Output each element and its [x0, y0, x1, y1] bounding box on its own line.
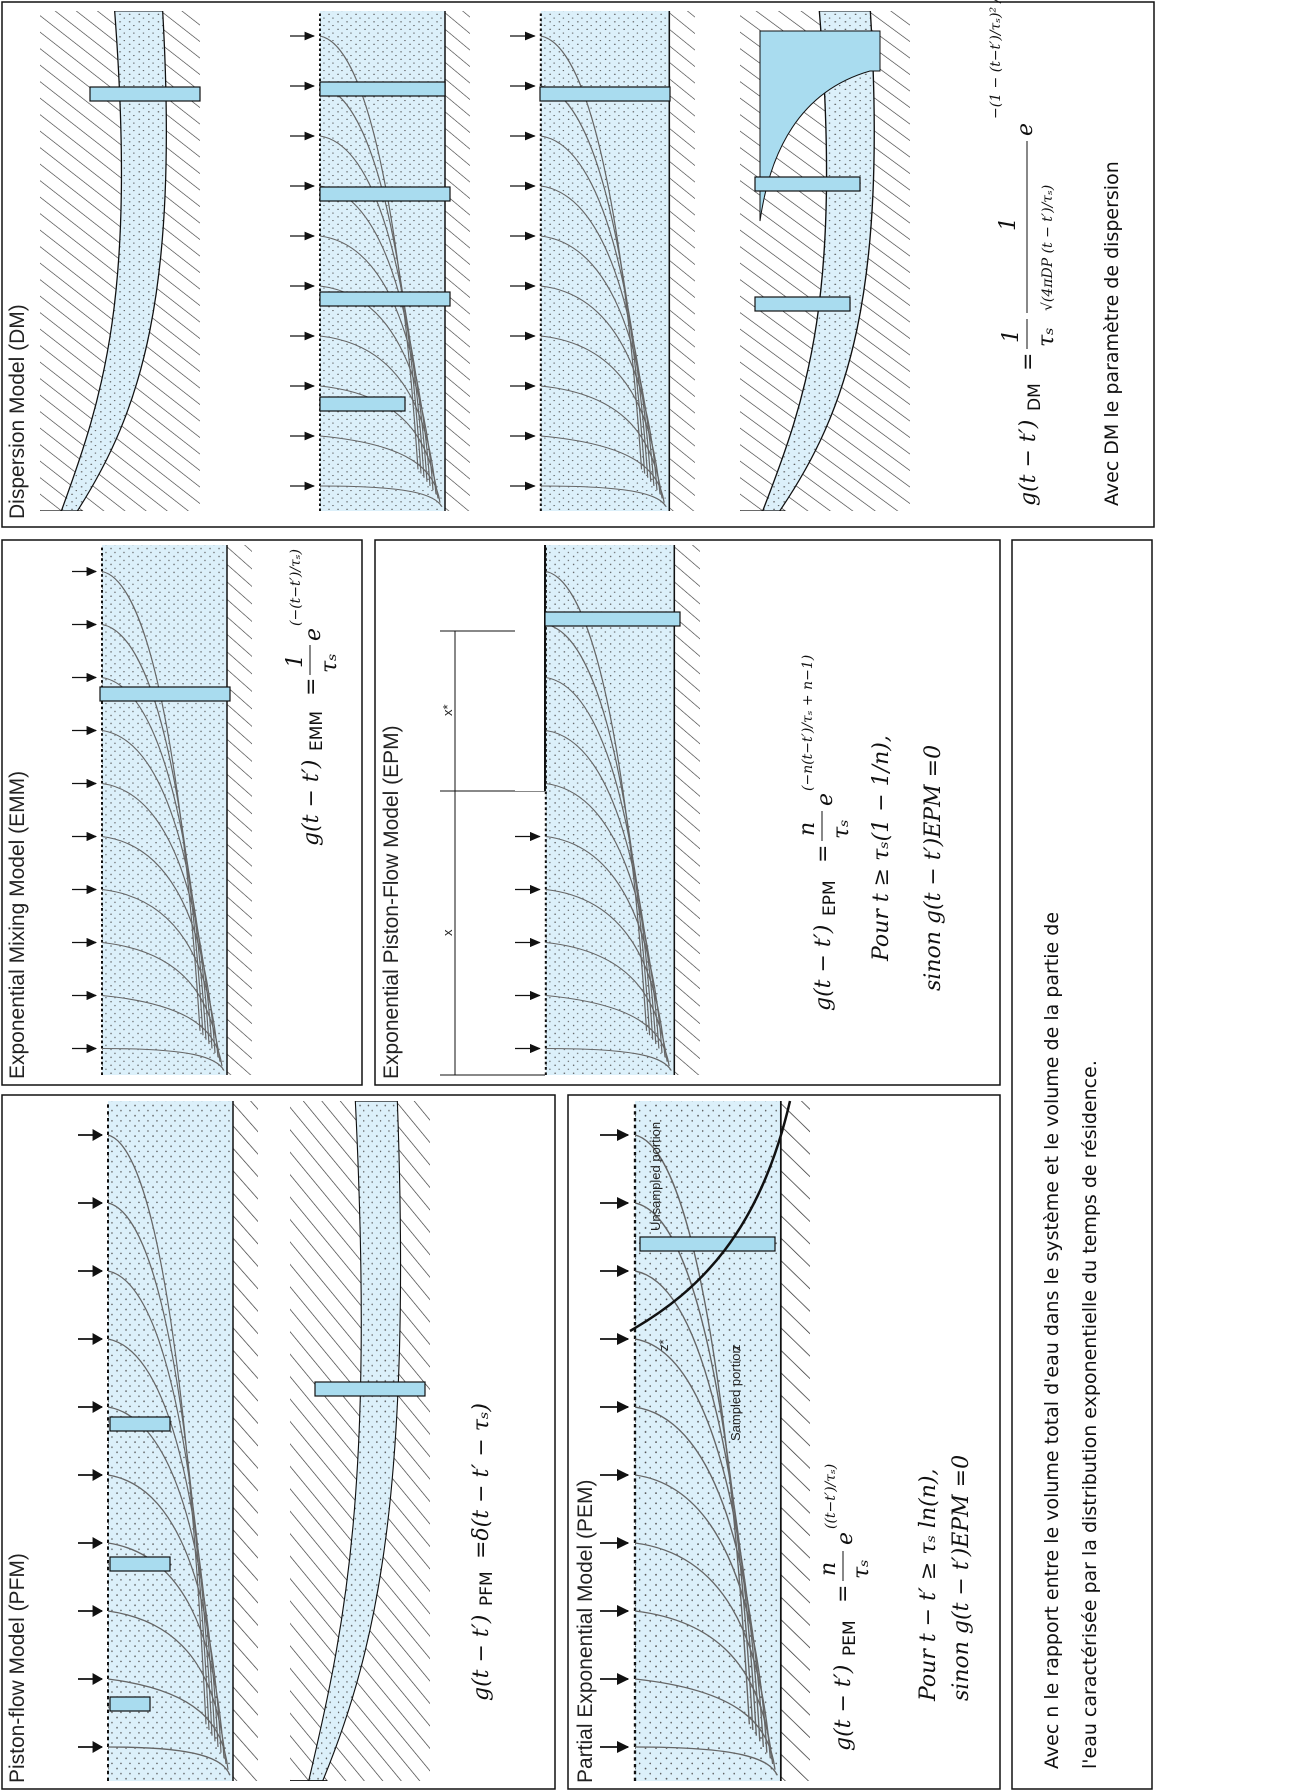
formula-model: PFM — [477, 1571, 497, 1606]
diagram-label: Unsampled portion — [648, 1122, 663, 1231]
formula-lhs: g(t − t′) — [831, 1665, 856, 1751]
panel-title: Dispersion Model (DM) — [6, 304, 29, 519]
formula-eq: = — [811, 845, 836, 863]
well — [314, 1381, 426, 1397]
epm-frame — [374, 539, 1001, 1086]
well — [99, 686, 231, 702]
landscape-layout: Piston-flow Model (PFM) g(t − t′) PFM =δ… — [1, 0, 1155, 1790]
well — [539, 86, 671, 102]
sloped-aquifer-diagram — [40, 11, 200, 511]
diagram-label: Sampled portion — [728, 1346, 743, 1441]
footnote-frame — [1011, 539, 1153, 1790]
formula-numerator: n — [795, 822, 820, 836]
sloped-aquifer-diagram — [290, 1101, 430, 1781]
formula-eq: = — [1016, 353, 1041, 371]
well — [109, 1416, 171, 1432]
well — [109, 1696, 151, 1712]
well — [544, 611, 681, 627]
formula-exponent: −(1 − (t−t′)/τₛ)² / (4DP (t−t′)/τₛ) — [988, 0, 1004, 119]
well — [319, 81, 446, 97]
well — [319, 396, 406, 412]
formula-eq: = — [299, 678, 324, 696]
confined-top — [515, 545, 545, 791]
panel-title: Piston-flow Model (PFM) — [6, 1553, 29, 1783]
formula-eq: = — [831, 1585, 856, 1603]
formula-denominator: √(4πDP (t − t′)/τₛ) — [1040, 185, 1056, 311]
aquifer-diagram — [600, 1101, 810, 1781]
aquifer-diagram — [78, 1101, 258, 1781]
diagram-label: z — [728, 1345, 743, 1352]
pem-frame — [567, 1094, 1001, 1790]
diagram-label: z* — [656, 1339, 671, 1351]
dimension-label: x — [440, 929, 455, 936]
condition: Pour t ≥ τₛ(1 − 1/n), — [869, 735, 894, 962]
formula-lhs: g(t − t′) — [1016, 420, 1041, 506]
panel-title: Exponential Mixing Model (EMM) — [6, 771, 29, 1079]
formula-exponent: ((t−t′)/τₛ) — [823, 1464, 839, 1529]
formula-denominator: τₛ — [317, 653, 342, 673]
well — [639, 1236, 776, 1252]
well — [754, 296, 851, 312]
well — [754, 176, 861, 192]
formula-model: EPM — [820, 880, 840, 916]
dimension-label: x* — [440, 704, 455, 716]
well — [109, 1556, 171, 1572]
aquifer-diagram — [510, 11, 695, 511]
well — [319, 291, 451, 307]
well — [89, 86, 201, 102]
condition: sinon g(t − t′)EPM =0 — [949, 1455, 974, 1701]
formula-denominator: τₛ — [849, 1559, 874, 1579]
formula-lhs: g(t − t′) — [299, 760, 324, 846]
formula-exponent: (−(t−t′)/τₛ) — [288, 549, 304, 626]
formula-model: PEM — [840, 1620, 860, 1656]
aquifer-diagram — [72, 545, 252, 1075]
panel-title: Exponential Piston-Flow Model (EPM) — [380, 725, 403, 1079]
sampling-boundary — [629, 1100, 792, 1333]
formula-numerator: 1 — [283, 654, 308, 668]
formula-model: DM — [1025, 383, 1045, 411]
condition: sinon g(t − t′)EPM =0 — [921, 745, 946, 991]
formula-model: EMM — [307, 711, 327, 751]
formula-numerator: n — [816, 1562, 841, 1576]
formula-e: e — [813, 793, 838, 806]
formula-lhs: g(t − t′) — [469, 1615, 494, 1701]
panel-title: Partial Exponential Model (PEM) — [574, 1480, 597, 1783]
formula-denominator: τₛ — [829, 819, 854, 839]
formula-exponent: (−n(t−t′)/τₛ + n−1) — [800, 655, 816, 791]
emm-frame — [1, 539, 363, 1086]
footnote-line: Avec n le rapport entre le volume total … — [1041, 912, 1063, 1769]
dm-frame — [1, 1, 1155, 528]
formula-numerator: 1 — [999, 329, 1024, 343]
pfm-frame — [1, 1094, 556, 1790]
dm-note: Avec DM le paramètre de dispersion — [1101, 161, 1123, 506]
formula-lhs: g(t − t′) — [811, 925, 836, 1011]
formula-denominator: τₛ — [1034, 327, 1059, 347]
formula-e: e — [1013, 123, 1038, 136]
formula-e: e — [301, 628, 326, 641]
formula-numerator: 1 — [996, 217, 1021, 231]
well — [319, 186, 451, 202]
footnote-line: l'eau caractérisée par la distribution e… — [1079, 1060, 1101, 1769]
formula-rhs: =δ(t − t′ − τₛ) — [469, 1403, 494, 1559]
condition: Pour t − t′ ≥ τₛ ln(n), — [916, 1469, 941, 1702]
formula-e: e — [833, 1532, 858, 1545]
